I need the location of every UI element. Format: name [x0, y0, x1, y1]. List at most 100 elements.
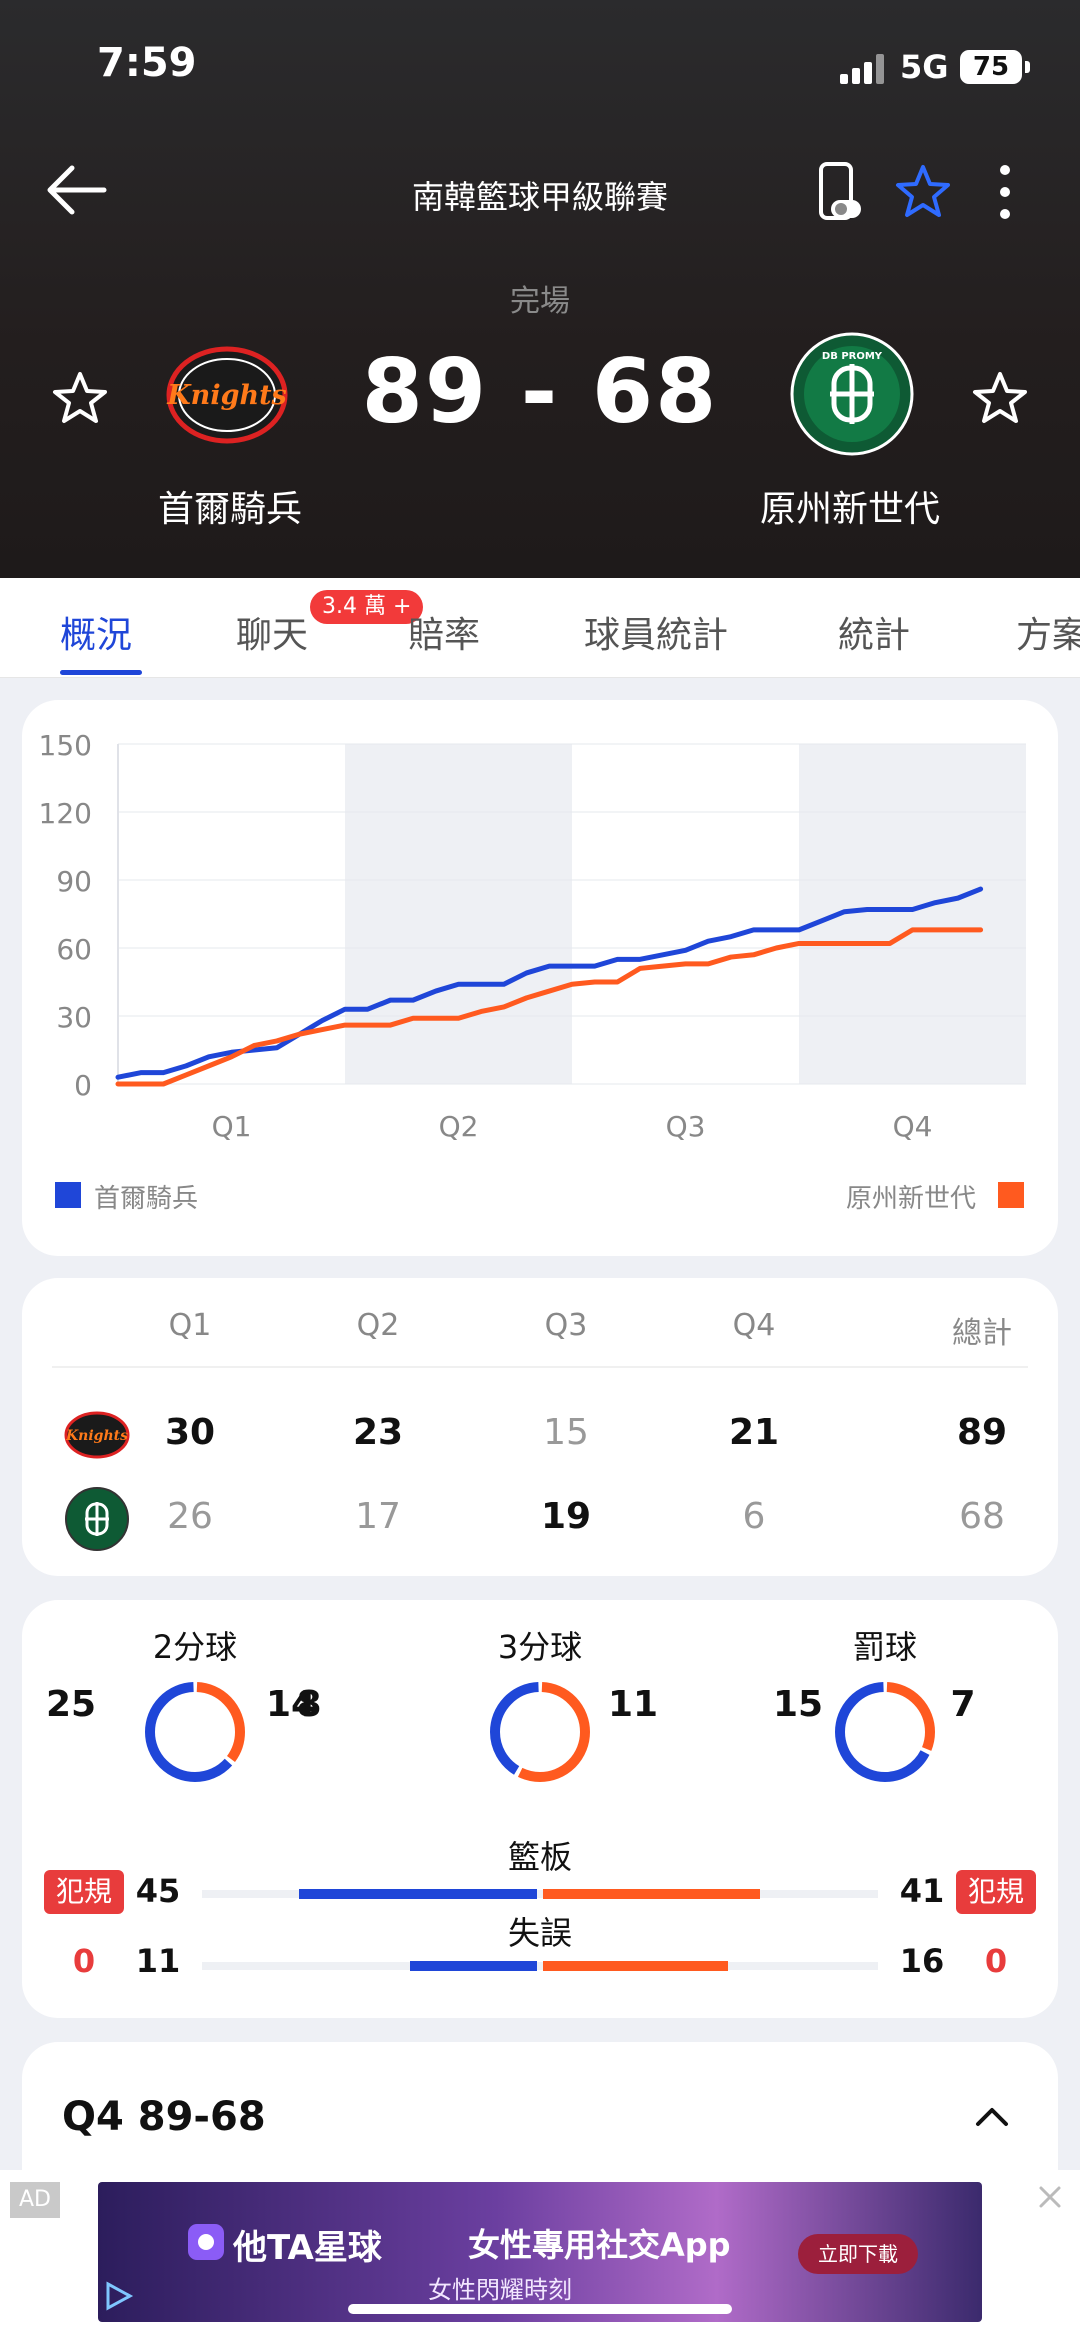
three-pt-home: 8 — [296, 1684, 322, 1725]
home-foul-tag: 犯規 — [44, 1870, 124, 1914]
status-bar: 7:59 5G 75 — [0, 0, 1080, 120]
two-pt-title: 2分球 — [152, 1628, 238, 1666]
home-legend-swatch — [55, 1182, 81, 1208]
col-header-q4: Q4 — [732, 1308, 776, 1343]
x-tick-label: Q4 — [893, 1110, 933, 1140]
league-title: 南韓籃球甲級聯賽 — [411, 178, 668, 216]
home-rebounds: 45 — [135, 1872, 181, 1910]
three-pt-title: 3分球 — [497, 1628, 583, 1666]
x-tick-label: Q2 — [439, 1110, 479, 1140]
match-status: 完場 — [510, 284, 570, 319]
tab-bar: 概況 聊天 3.4 萬 + 賠率 球員統計 統計 方案 — [0, 578, 1080, 678]
away-team-logo[interactable]: DB PROMY — [790, 332, 914, 456]
away-team-name[interactable]: 原州新世代 — [759, 489, 940, 530]
active-tab-indicator — [60, 670, 142, 675]
ad-brand-icon — [188, 2224, 224, 2260]
free-throw-title: 罰球 — [852, 1628, 917, 1666]
ad-brand: 他TA星球 — [233, 2228, 382, 2268]
home-turnovers: 11 — [135, 1942, 181, 1980]
y-tick-label: 150 — [39, 729, 92, 762]
two-pt-home: 25 — [45, 1684, 97, 1725]
tab-stats[interactable]: 統計 — [838, 615, 911, 656]
three-pt-donut — [490, 1682, 590, 1782]
back-arrow-icon[interactable] — [42, 160, 110, 220]
y-tick-label: 30 — [56, 1001, 92, 1034]
home-score-cell: 23 — [352, 1412, 404, 1453]
score-progression-chart: 0 30 60 90 120 150 Q1 Q2 Q3 Q4 — [39, 729, 1026, 1140]
away-score-line — [115, 927, 984, 1087]
ad-tag: AD — [10, 2182, 60, 2218]
home-indicator — [348, 2304, 732, 2314]
home-arc — [145, 1682, 245, 1782]
quarter-score-table: Q1 Q2 Q3 Q4 總計 Knights 30 23 15 21 89 26 17 19 6… — [22, 1278, 1058, 1576]
quarter-section-title[interactable]: Q4 89-68 — [62, 2094, 266, 2140]
away-turnovers-bar — [543, 1961, 729, 1971]
away-rebounds: 41 — [899, 1872, 945, 1910]
more-options-icon[interactable] — [990, 160, 1020, 224]
away-team-star-icon[interactable] — [970, 368, 1030, 428]
ad-choices-icon[interactable] — [100, 2278, 136, 2314]
home-arc — [835, 1682, 935, 1782]
turnovers-track — [202, 1962, 878, 1970]
away-score-cell: 26 — [167, 1496, 213, 1537]
away-legend-swatch — [998, 1182, 1024, 1208]
clock: 7:59 — [97, 40, 197, 86]
home-score-cell: 21 — [728, 1412, 780, 1453]
quarter-band — [345, 744, 572, 1084]
y-tick-label: 90 — [56, 865, 92, 898]
table-divider — [52, 1366, 1028, 1368]
y-tick-label: 120 — [39, 797, 92, 830]
away-rebounds-bar — [543, 1889, 760, 1899]
favorite-star-icon[interactable] — [893, 162, 953, 222]
x-tick-label: Q3 — [666, 1110, 706, 1140]
home-team-logo[interactable]: Knights — [165, 345, 289, 445]
away-score-cell: 68 — [959, 1496, 1005, 1537]
away-arc — [145, 1682, 245, 1782]
col-header-q3: Q3 — [544, 1308, 588, 1343]
away-score-cell: 19 — [540, 1496, 592, 1537]
home-legend-label: 首爾騎兵 — [94, 1184, 199, 1214]
tab-overview[interactable]: 概況 — [60, 615, 133, 656]
x-tick-label: Q1 — [212, 1110, 252, 1140]
ad-tagline: 女性專用社交App — [468, 2226, 731, 2264]
col-header-q1: Q1 — [168, 1308, 212, 1343]
away-score-cell: 17 — [355, 1496, 401, 1537]
away-score-cell: 6 — [742, 1496, 766, 1537]
tab-player-stats[interactable]: 球員統計 — [584, 615, 729, 656]
chat-count-badge: 3.4 萬 + — [310, 590, 424, 624]
away-arc — [835, 1682, 935, 1782]
home-rebounds-bar — [299, 1889, 537, 1899]
away-legend-label: 原州新世代 — [846, 1184, 977, 1214]
ad-subtitle: 女性閃耀時刻 — [428, 2276, 572, 2304]
turnovers-label: 失誤 — [507, 1914, 572, 1952]
final-score: 89 - 68 — [361, 340, 719, 443]
three-pt-away: 11 — [607, 1684, 659, 1725]
ad-close-icon[interactable] — [1035, 2182, 1065, 2212]
y-tick-label: 60 — [56, 933, 92, 966]
free-throw-home: 15 — [772, 1684, 824, 1725]
tab-plans[interactable]: 方案 — [1016, 615, 1080, 656]
y-tick-label: 0 — [74, 1069, 92, 1102]
away-row-logo — [65, 1487, 129, 1551]
chevron-up-icon[interactable] — [972, 2098, 1012, 2134]
match-header: 7:59 5G 75 南韓籃球甲級聯賽 完場 89 - 68 Knights — [0, 0, 1080, 578]
home-score-cell: 30 — [164, 1412, 216, 1453]
network-label: 5G — [900, 48, 949, 86]
away-foul-count: 0 — [984, 1942, 1008, 1980]
home-arc — [490, 1682, 590, 1782]
ad-banner[interactable]: 他TA星球 女性專用社交App 女性閃耀時刻 立即下載 — [98, 2182, 982, 2322]
away-arc — [490, 1682, 590, 1782]
tab-odds[interactable]: 賠率 — [408, 615, 481, 656]
battery-icon: 75 — [960, 50, 1030, 84]
home-team-star-icon[interactable] — [50, 368, 110, 428]
svg-text:Knights: Knights — [65, 1428, 128, 1444]
col-header-total: 總計 — [952, 1316, 1012, 1351]
tab-chat[interactable]: 聊天 — [236, 615, 309, 656]
two-pt-donut — [145, 1682, 245, 1782]
phone-toggle-icon[interactable] — [815, 160, 865, 224]
signal-icon — [840, 52, 890, 84]
ad-download-button[interactable]: 立即下載 — [798, 2234, 918, 2274]
rebounds-label: 籃板 — [507, 1838, 572, 1876]
team-stats-card: 2分球 25 14 3分球 8 11 罰球 15 7 籃板 犯規 45 41 犯… — [22, 1600, 1058, 2018]
home-team-name[interactable]: 首爾騎兵 — [157, 489, 302, 530]
